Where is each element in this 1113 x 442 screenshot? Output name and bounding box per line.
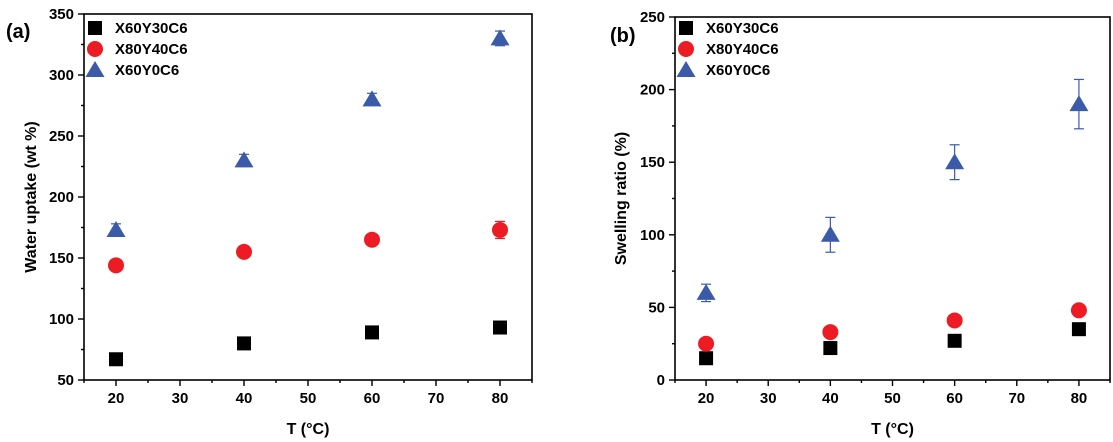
series-X60Y30C6	[109, 320, 507, 367]
data-point	[699, 351, 714, 366]
y-tick-label: 50	[57, 372, 74, 389]
chart-panel-a: 20 30 40 50 60 70 80 50 100 150 200 250 300 350 T (°C)…	[6, 6, 533, 438]
y-tick-label: 0	[657, 372, 665, 389]
y-tick-label: 350	[49, 6, 74, 23]
series-X60Y0C6	[106, 29, 510, 237]
x-tick-label: 60	[946, 390, 963, 407]
legend-marker	[676, 61, 696, 77]
data-point	[493, 320, 507, 335]
y-tick-label: 50	[648, 299, 665, 316]
series-X80Y40C6	[108, 220, 508, 274]
y-tick-label: 250	[640, 9, 665, 26]
legend-marker	[85, 61, 105, 77]
data-point	[1071, 322, 1086, 337]
x-tick-label: 60	[364, 390, 381, 407]
data-point	[109, 352, 123, 367]
legend: X60Y30C6 X80Y40C6 X60Y0C6	[85, 20, 188, 79]
panel-label: (a)	[6, 21, 30, 43]
x-tick-label: 50	[300, 390, 317, 407]
data-point	[698, 335, 715, 352]
data-point	[365, 325, 379, 340]
data-point	[946, 312, 963, 329]
series-X60Y0C6	[696, 78, 1089, 303]
x-tick-label: 20	[698, 390, 715, 407]
x-tick-label: 30	[172, 390, 189, 407]
legend-marker	[87, 41, 103, 57]
data-point	[362, 90, 382, 107]
data-point	[947, 333, 962, 348]
data-point	[236, 243, 252, 260]
legend-label: X80Y40C6	[706, 41, 779, 58]
legend-label: X60Y0C6	[706, 62, 770, 79]
data-point	[234, 151, 254, 168]
data-point	[820, 225, 840, 242]
legend-label: X60Y30C6	[115, 20, 188, 37]
data-point	[490, 29, 510, 46]
data-point	[945, 153, 965, 170]
x-tick-label: 70	[1008, 390, 1025, 407]
x-tick-label: 80	[1071, 390, 1088, 407]
data-point	[106, 220, 126, 237]
data-point	[108, 257, 124, 274]
x-tick-label: 50	[884, 390, 901, 407]
data-point	[492, 221, 508, 238]
legend-marker	[88, 21, 102, 35]
legend-marker	[679, 21, 693, 35]
x-tick-label: 70	[428, 390, 445, 407]
x-tick-label: 40	[822, 390, 839, 407]
y-tick-label: 150	[640, 154, 665, 171]
panel-label: (b)	[610, 25, 636, 47]
series-X60Y30C6	[699, 322, 1086, 366]
y-axis-title: Water uptake (wt %)	[23, 121, 40, 272]
x-tick-label: 80	[492, 390, 509, 407]
x-tick-label: 30	[760, 390, 777, 407]
y-tick-label: 200	[49, 189, 74, 206]
data-point	[1069, 95, 1089, 112]
legend-marker	[678, 41, 694, 57]
x-axis-title: T (°C)	[871, 421, 914, 438]
data-point	[237, 336, 251, 351]
y-tick-label: 300	[49, 67, 74, 84]
legend: X60Y30C6 X80Y40C6 X60Y0C6	[676, 20, 779, 79]
legend-label: X80Y40C6	[115, 41, 188, 58]
y-tick-label: 200	[640, 82, 665, 99]
y-tick-label: 100	[640, 227, 665, 244]
data-point	[822, 324, 839, 341]
y-tick-label: 150	[49, 250, 74, 267]
chart-panel-b: 20 30 40 50 60 70 80 0 50 100 150 200 250 T (°C) Swell…	[610, 9, 1111, 438]
x-tick-label: 20	[108, 390, 125, 407]
x-tick-label: 40	[236, 390, 253, 407]
legend-label: X60Y0C6	[115, 62, 179, 79]
y-tick-label: 250	[49, 128, 74, 145]
data-point	[696, 283, 716, 300]
data-point	[823, 341, 838, 356]
series-X80Y40C6	[698, 302, 1087, 352]
y-tick-label: 100	[49, 311, 74, 328]
legend-label: X60Y30C6	[706, 20, 779, 37]
data-point	[364, 231, 380, 248]
x-axis-title: T (°C)	[287, 421, 330, 438]
data-point	[1070, 302, 1087, 319]
y-axis-title: Swelling ratio (%)	[613, 132, 630, 265]
